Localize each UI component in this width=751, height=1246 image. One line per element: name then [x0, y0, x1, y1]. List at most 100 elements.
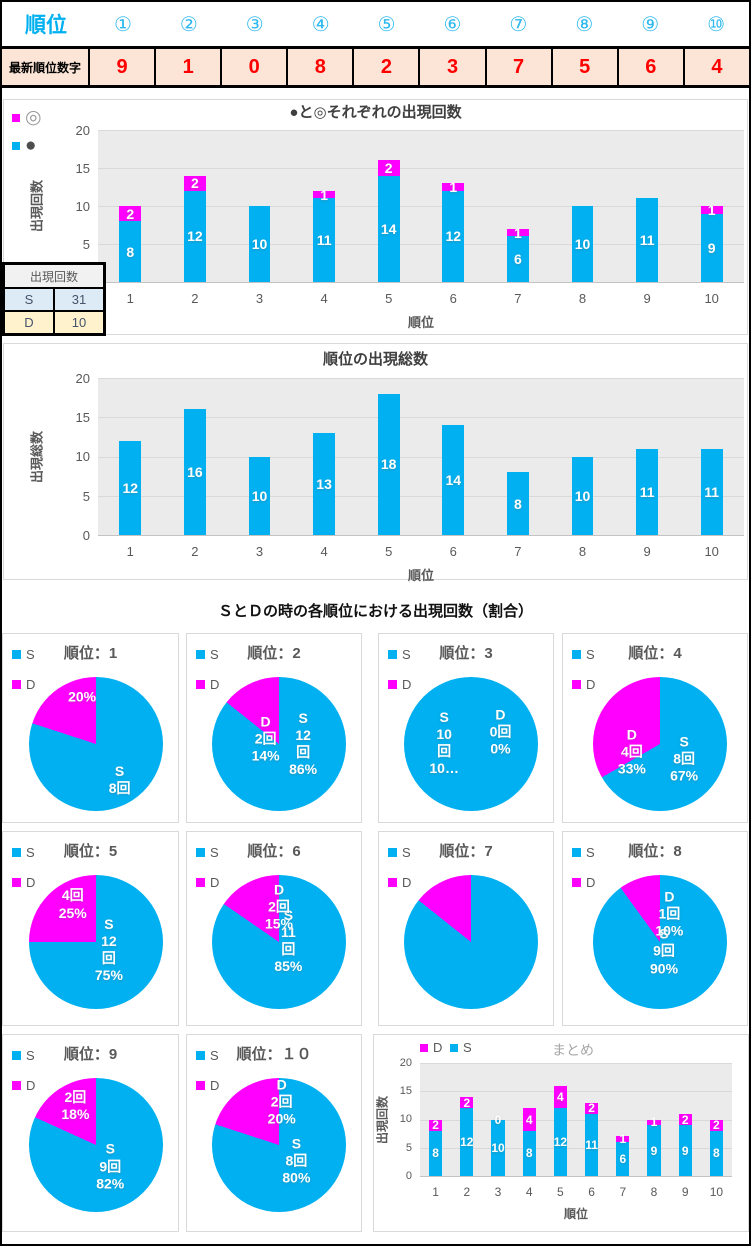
pie-pie2-circle[interactable]: S 12 回 86% D 2回 14%	[212, 677, 346, 811]
bar-segment-D-2[interactable]	[460, 1096, 474, 1109]
counts-row-S[interactable]: S 31	[5, 289, 103, 312]
rank-value-cell-7[interactable]: 7	[487, 49, 553, 85]
pie-chart-pie8[interactable]: S D 順位：8 S 9回 90% D 1回 10%	[562, 831, 748, 1026]
legend-label: D	[210, 875, 220, 890]
bar-chart-summary[interactable]: まとめ D S 0 5 10 15 20 出現回数 8 2 1 12 2 2 10 0 3 8 4 4 12 4 5 11 2 6 6…	[373, 1034, 749, 1232]
rank-value-cell-3[interactable]: 0	[222, 49, 289, 85]
bar-segment-●-5[interactable]	[377, 175, 400, 282]
bar-segment-●-3[interactable]	[248, 206, 271, 282]
bar-segment-S-4[interactable]	[522, 1130, 536, 1176]
rank-value-cell-5[interactable]: 2	[354, 49, 421, 85]
legend-item-D: D	[572, 875, 595, 890]
pie-chart-pie4[interactable]: S D 順位：4 S 8回 67% D 4回 33%	[562, 633, 748, 823]
pie-chart-pie10[interactable]: S D 順位：１０ S 8回 80% D 2回 20%	[186, 1034, 362, 1232]
counts-row-D[interactable]: D 10	[5, 312, 103, 333]
bar-segment-●-2[interactable]	[183, 190, 206, 282]
bar-segment-S-2[interactable]	[460, 1108, 474, 1176]
pie-chart-pie6[interactable]: S D 順位：6 S 11 回 85% D 2回 15%	[186, 831, 362, 1026]
bar-segment-S-10[interactable]	[709, 1130, 723, 1176]
bar-segment-◎-7[interactable]	[506, 228, 529, 237]
gridline	[98, 378, 744, 379]
bar-segment-◎-6[interactable]	[442, 183, 465, 191]
bar-segment-D-7[interactable]	[616, 1136, 630, 1143]
bar-segment-総数-4[interactable]	[313, 432, 336, 535]
pie-pie3-circle[interactable]: S 10 回 10… D 0回 0%	[404, 677, 538, 811]
x-tick-label: 5	[385, 544, 393, 559]
bar-segment-総数-9[interactable]	[636, 448, 659, 535]
bar-segment-◎-2[interactable]	[183, 175, 206, 191]
bar-segment-●-9[interactable]	[636, 198, 659, 282]
pie-chart-pie3[interactable]: S D 順位：3 S 10 回 10… D 0回 0%	[378, 633, 554, 823]
bar-segment-総数-6[interactable]	[442, 425, 465, 535]
gridline	[98, 282, 744, 283]
pie-chart-pie5[interactable]: S D 順位：5 S 12 回 75% 4回 25%	[2, 831, 179, 1026]
pie-pie7-circle[interactable]	[404, 875, 538, 1009]
rank-value-cell-8[interactable]: 5	[553, 49, 619, 85]
bar-segment-S-6[interactable]	[585, 1113, 599, 1176]
bar-segment-D-8[interactable]	[647, 1119, 661, 1126]
bar-segment-●-7[interactable]	[506, 236, 529, 282]
bar-segment-◎-1[interactable]	[119, 206, 142, 222]
x-tick-label: 3	[255, 291, 264, 306]
bar-segment-◎-5[interactable]	[377, 160, 400, 176]
bar-segment-D-4[interactable]	[522, 1108, 536, 1131]
pie-pie6-circle[interactable]: S 11 回 85% D 2回 15%	[212, 875, 346, 1009]
bar-segment-D-5[interactable]	[553, 1085, 567, 1109]
y-tick-label: 0	[82, 527, 90, 543]
pie-chart-pie1[interactable]: S D 順位：1 S 8回 20%	[2, 633, 179, 823]
pie-pie10-circle[interactable]: S 8回 80% D 2回 20%	[212, 1076, 346, 1212]
bar-segment-総数-1[interactable]	[119, 440, 142, 535]
pie-pie4-circle[interactable]: S 8回 67% D 4回 33%	[593, 677, 727, 811]
bar-segment-総数-10[interactable]	[700, 448, 723, 535]
bar-segment-●-4[interactable]	[313, 198, 336, 282]
rank-value-cell-2[interactable]: 1	[156, 49, 223, 85]
bar-data-label: 8	[713, 1146, 720, 1161]
bar-data-label: 12	[122, 479, 139, 496]
pie-chart-pie9[interactable]: S D 順位：9 S 9回 82% 2回 18%	[2, 1034, 179, 1232]
bar-segment-S-3[interactable]	[491, 1119, 505, 1176]
rank-value-cell-1[interactable]: 9	[90, 49, 157, 85]
bar-segment-●-10[interactable]	[700, 213, 723, 282]
bar-segment-●-6[interactable]	[442, 190, 465, 282]
pie-pie5-circle[interactable]: S 12 回 75% 4回 25%	[28, 875, 163, 1009]
bar-segment-総数-7[interactable]	[506, 472, 529, 535]
bar-chart-chart1[interactable]: ●と◎それぞれの出現回数◎●05101520出現回数82112221031114…	[3, 99, 748, 335]
pie-chart-pie2[interactable]: S D 順位：2 S 12 回 86% D 2回 14%	[186, 633, 362, 823]
bar-segment-S-7[interactable]	[616, 1142, 630, 1176]
bar-data-label: 1	[449, 179, 458, 195]
legend-swatch-icon	[196, 848, 205, 857]
bar-segment-◎-4[interactable]	[313, 190, 336, 199]
pie-title: 順位：6	[247, 843, 301, 860]
rank-column-header-7: ⑦	[509, 13, 528, 36]
bar-segment-総数-2[interactable]	[183, 409, 206, 535]
x-tick-label: 7	[514, 544, 522, 559]
bar-segment-D-9[interactable]	[678, 1113, 692, 1126]
bar-segment-S-8[interactable]	[647, 1125, 661, 1176]
bar-segment-◎-10[interactable]	[700, 206, 723, 214]
pie-pie9-circle[interactable]: S 9回 82% 2回 18%	[28, 1078, 163, 1212]
rank-value-cell-9[interactable]: 6	[619, 49, 685, 85]
bar-segment-S-1[interactable]	[429, 1130, 443, 1176]
rank-value-cell-4[interactable]: 8	[288, 49, 355, 85]
pie-chart-pie7[interactable]: S D 順位：7	[378, 831, 554, 1026]
bar-segment-●-1[interactable]	[119, 221, 142, 282]
pie-pie8-circle[interactable]: S 9回 90% D 1回 10%	[593, 875, 727, 1009]
pie-pie1-circle[interactable]: S 8回 20%	[28, 677, 163, 811]
bar-segment-S-9[interactable]	[678, 1125, 692, 1176]
bar-segment-総数-5[interactable]	[377, 393, 400, 535]
bar-segment-●-8[interactable]	[571, 206, 594, 282]
bar-data-label: 1	[619, 1132, 627, 1147]
bar-chart-chart2[interactable]: 順位の出現総数 0 5 10 15 20 出現総数 12 1 16 2 10 3 13 4 18 5 14 6 8 7 1…	[3, 343, 748, 583]
bar-segment-S-5[interactable]	[553, 1108, 567, 1176]
bar-segment-D-10[interactable]	[709, 1119, 723, 1131]
rank-value-cell-6[interactable]: 3	[420, 49, 487, 85]
bar-segment-D-6[interactable]	[585, 1102, 599, 1114]
bar-segment-総数-8[interactable]	[571, 456, 594, 535]
legend-item-S: S	[196, 1048, 219, 1063]
rank-value-cell-10[interactable]: 4	[711, 55, 723, 78]
bar-segment-D-1[interactable]	[429, 1119, 443, 1131]
y-tick-label: 15	[75, 410, 90, 426]
counts-table[interactable]: 出現回数 S 31 D 10	[2, 262, 106, 336]
bar-segment-総数-3[interactable]	[248, 456, 271, 535]
legend-swatch-icon	[572, 650, 581, 659]
